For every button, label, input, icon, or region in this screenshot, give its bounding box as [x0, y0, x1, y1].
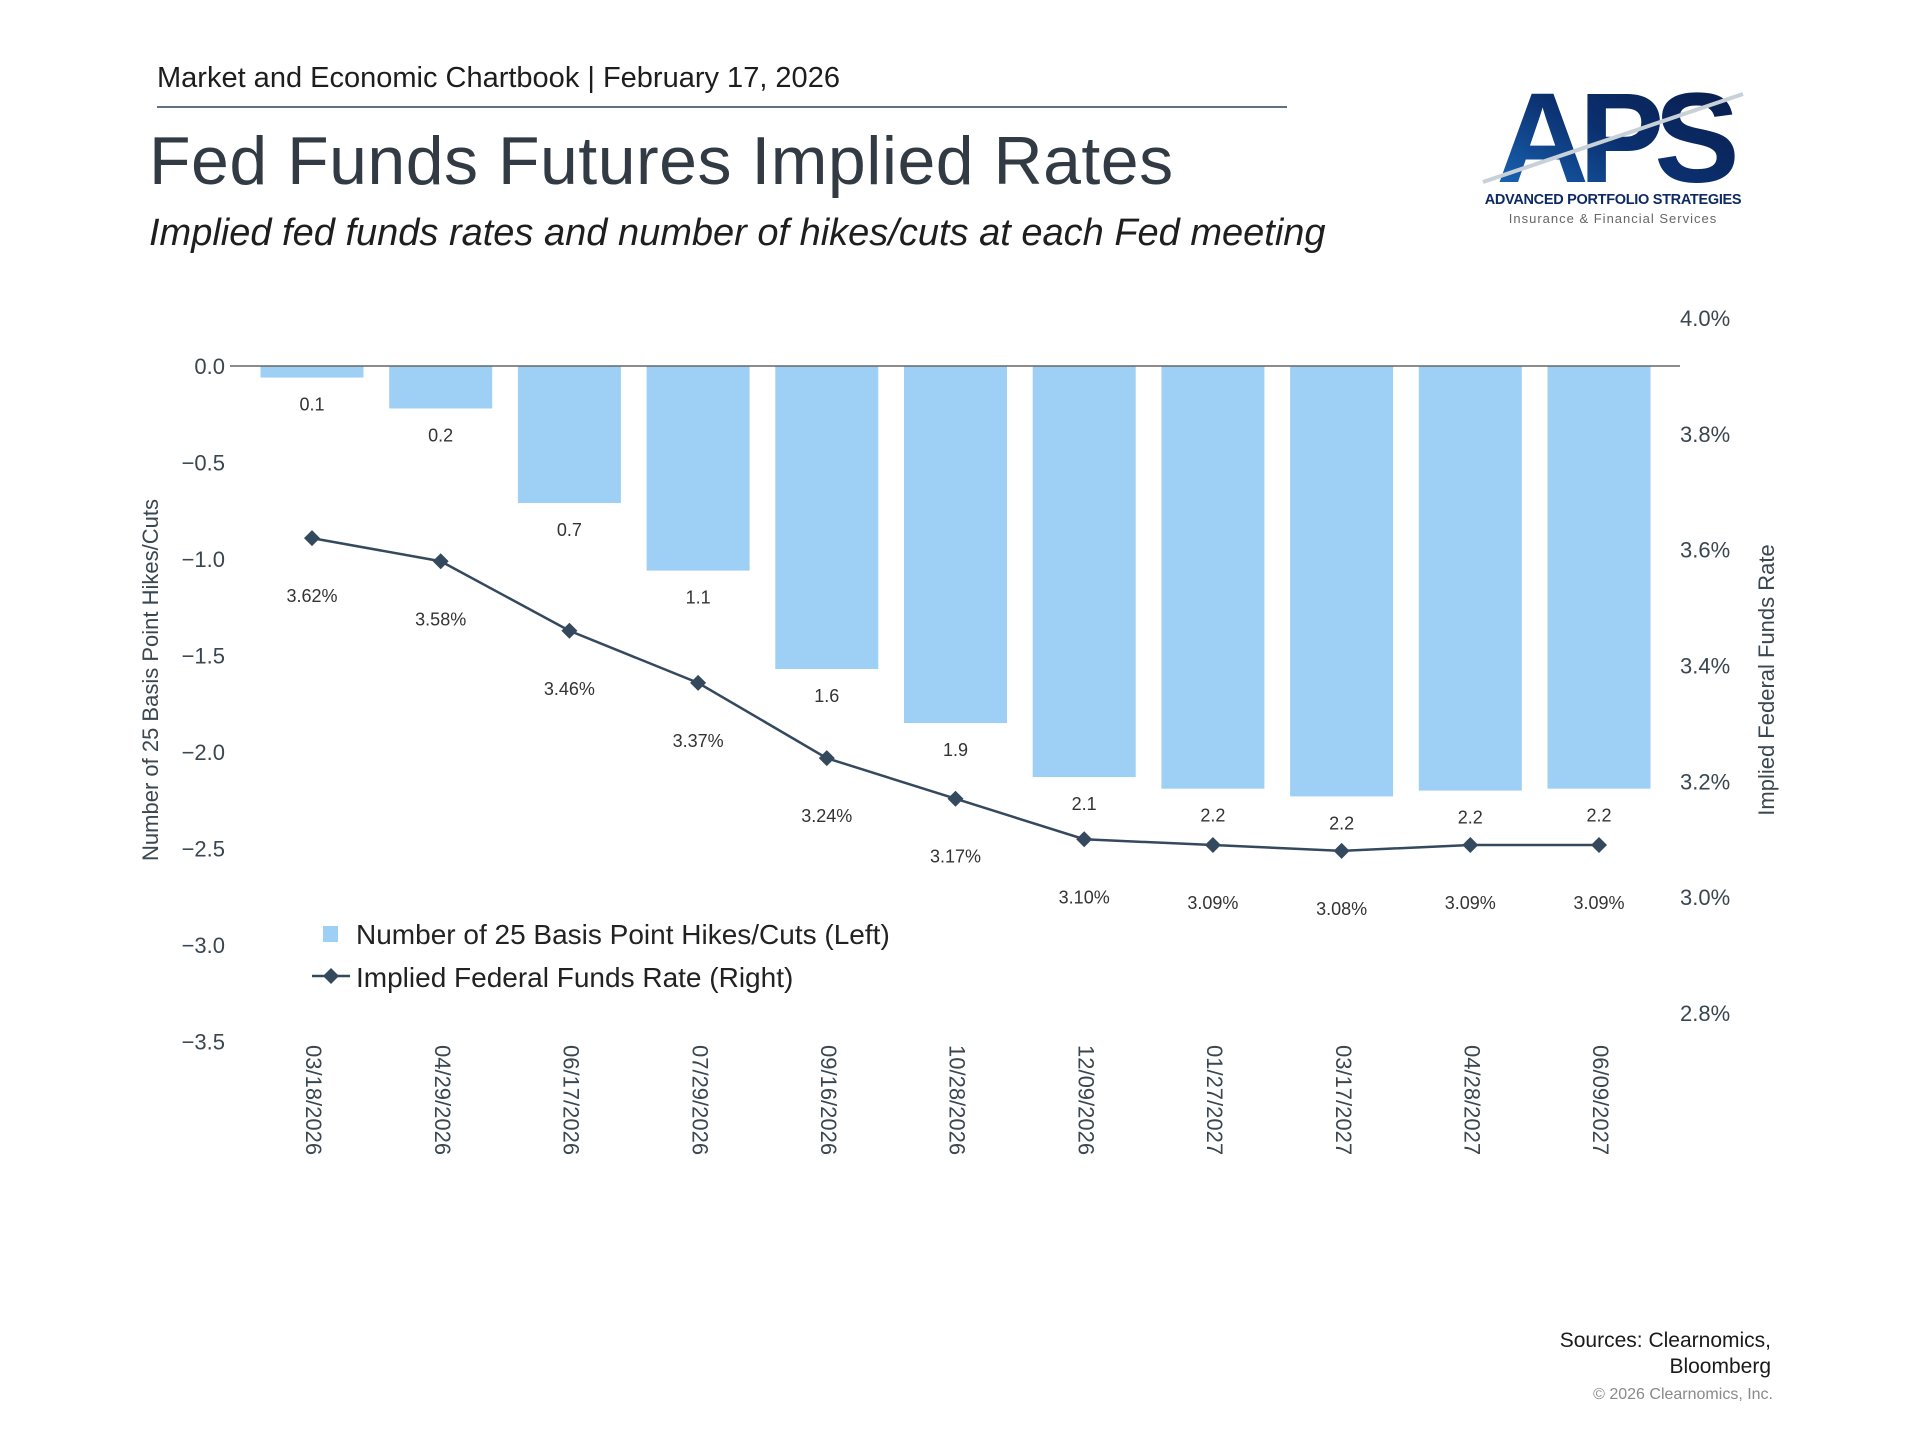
bar-value-label: 0.1	[299, 395, 324, 415]
header-divider	[157, 106, 1287, 108]
bar	[1032, 366, 1136, 778]
rate-marker	[1204, 837, 1221, 854]
right-axis: 4.0% 3.8% 3.6% 3.4% 3.2% 3.0% 2.8%	[1680, 306, 1730, 1026]
bar-value-label: 2.2	[1586, 806, 1611, 826]
bar-data-labels: 0.1 0.2 0.7 1.1 1.6 1.9 2.1 2.2 2.2 2.2 2.2	[299, 395, 1611, 834]
chartbook-header: Market and Economic Chartbook | February…	[157, 62, 840, 94]
rate-value-label: 3.17%	[930, 847, 981, 867]
x-tick-label: 04/29/2026	[430, 1045, 455, 1155]
legend-item-bars: Number of 25 Basis Point Hikes/Cuts (Lef…	[356, 919, 890, 950]
legend-diamond-icon	[323, 968, 339, 984]
bar-value-label: 1.1	[686, 588, 711, 608]
rate-marker	[1076, 831, 1093, 848]
right-tick-label: 3.4%	[1680, 654, 1730, 679]
rate-value-label: 3.58%	[415, 609, 466, 629]
rate-data-labels: 3.62% 3.58% 3.46% 3.37% 3.24% 3.17% 3.10% 3.09%…	[286, 586, 1624, 919]
rate-marker	[690, 674, 707, 691]
rate-marker	[432, 553, 449, 570]
rate-marker	[1333, 842, 1350, 859]
bar	[1418, 366, 1522, 791]
x-tick-label: 06/09/2027	[1588, 1045, 1613, 1155]
rate-marker	[561, 622, 578, 639]
rate-value-label: 3.46%	[544, 679, 595, 699]
x-tick-label: 03/17/2027	[1331, 1045, 1356, 1155]
right-tick-label: 4.0%	[1680, 306, 1730, 331]
logo-letters: APS	[1496, 74, 1735, 194]
rate-value-label: 3.09%	[1187, 893, 1238, 913]
rate-value-label: 3.09%	[1445, 893, 1496, 913]
left-axis: 0.0 −0.5 −1.0 −1.5 −2.0 −2.5 −3.0 −3.5	[182, 354, 225, 1055]
bar	[1547, 366, 1651, 789]
x-tick-label: 04/28/2027	[1459, 1045, 1484, 1155]
sources-note: Sources: Clearnomics, Bloomberg	[1560, 1328, 1771, 1380]
rate-marker	[1591, 837, 1607, 854]
bar	[904, 366, 1007, 724]
left-axis-title: Number of 25 Basis Point Hikes/Cuts	[138, 499, 163, 861]
bar	[646, 366, 750, 571]
x-tick-label: 03/18/2026	[301, 1045, 326, 1155]
logo-company-name: ADVANCED PORTFOLIO STRATEGIES	[1484, 192, 1742, 208]
rate-value-label: 3.24%	[801, 806, 852, 826]
rate-line-series	[304, 530, 1607, 859]
x-tick-label: 10/28/2026	[945, 1045, 970, 1155]
right-tick-label: 3.0%	[1680, 885, 1730, 910]
page-subtitle: Implied fed funds rates and number of hi…	[149, 212, 1326, 254]
rate-marker	[1462, 837, 1479, 854]
sources-line-1: Sources: Clearnomics,	[1559, 1329, 1771, 1352]
x-axis: 03/18/2026 04/29/2026 06/17/2026 07/29/2026…	[301, 1045, 1613, 1155]
bar-value-label: 2.2	[1329, 813, 1354, 833]
rate-value-label: 3.37%	[673, 731, 724, 751]
bar-value-label: 2.2	[1200, 806, 1225, 826]
copyright-note: © 2026 Clearnomics, Inc.	[1593, 1386, 1773, 1403]
chart-legend: Number of 25 Basis Point Hikes/Cuts (Lef…	[312, 919, 890, 993]
aps-logo-mark-icon: APS	[1482, 67, 1745, 210]
legend-item-line: Implied Federal Funds Rate (Right)	[356, 962, 793, 993]
left-tick-label: −1.0	[182, 547, 225, 572]
x-tick-label: 06/17/2026	[559, 1045, 584, 1155]
right-tick-label: 3.2%	[1680, 769, 1730, 794]
x-tick-label: 07/29/2026	[687, 1045, 712, 1155]
right-tick-label: 2.8%	[1680, 1001, 1730, 1026]
bar-value-label: 2.1	[1072, 794, 1097, 814]
x-tick-label: 12/09/2026	[1073, 1045, 1098, 1155]
left-tick-label: −3.5	[182, 1030, 225, 1055]
bar-value-label: 0.2	[428, 425, 453, 445]
bar-series	[260, 366, 1651, 797]
bar-value-label: 1.9	[943, 740, 968, 760]
bar-value-label: 2.2	[1458, 808, 1483, 828]
legend-bar-swatch-icon	[323, 926, 338, 942]
bar	[775, 366, 879, 670]
left-tick-label: 0.0	[194, 354, 225, 379]
bar-value-label: 1.6	[814, 686, 839, 706]
bar	[389, 366, 493, 409]
rate-value-label: 3.62%	[286, 586, 337, 606]
bar	[1161, 366, 1265, 789]
page-title: Fed Funds Futures Implied Rates	[149, 123, 1174, 199]
left-tick-label: −1.5	[182, 644, 225, 669]
rate-value-label: 3.08%	[1316, 899, 1367, 919]
rate-marker	[818, 750, 835, 767]
right-axis-title: Implied Federal Funds Rate	[1754, 544, 1779, 815]
x-tick-label: 09/16/2026	[816, 1045, 841, 1155]
left-tick-label: −2.5	[182, 837, 225, 862]
aps-logo: APS ADVANCED PORTFOLIO STRATEGIES Insura…	[1478, 67, 1748, 234]
logo-tagline: Insurance & Financial Services	[1508, 211, 1718, 226]
rate-value-label: 3.10%	[1059, 887, 1110, 907]
right-tick-label: 3.8%	[1680, 422, 1730, 447]
sources-line-2: Bloomberg	[1669, 1355, 1771, 1378]
left-tick-label: −2.0	[182, 740, 225, 765]
rate-marker	[947, 790, 964, 807]
left-tick-label: −3.0	[182, 933, 225, 958]
rate-value-label: 3.09%	[1573, 893, 1624, 913]
bar-value-label: 0.7	[557, 520, 582, 540]
bar	[260, 366, 364, 378]
right-tick-label: 3.6%	[1680, 538, 1730, 563]
x-tick-label: 01/27/2027	[1202, 1045, 1227, 1155]
bar	[517, 366, 621, 504]
bar	[1290, 366, 1394, 797]
rate-marker	[304, 530, 320, 547]
left-tick-label: −0.5	[182, 451, 225, 476]
